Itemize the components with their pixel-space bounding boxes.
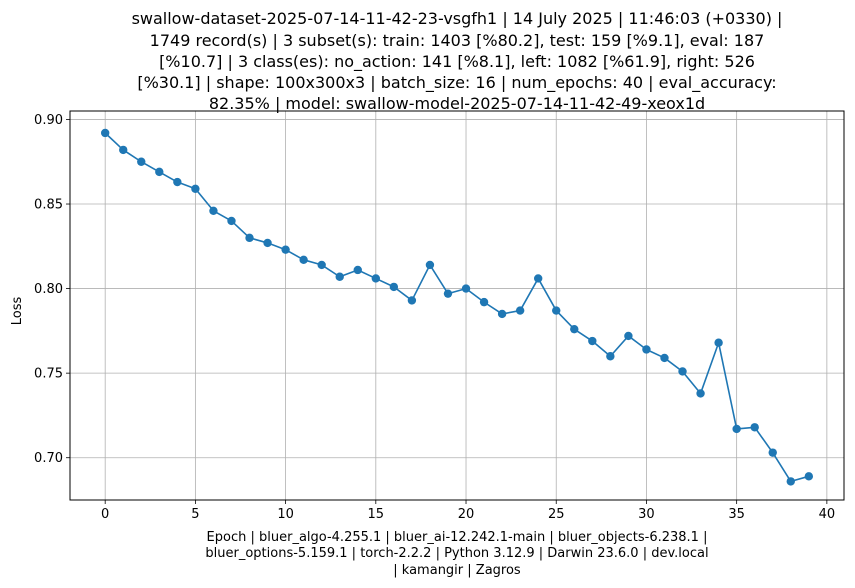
chart-title-line: 82.35% | model: swallow-model-2025-07-14…: [209, 94, 705, 113]
y-axis-ticks: 0.70 0.75 0.80 0.85 0.90: [34, 113, 70, 466]
loss-point: [173, 177, 182, 187]
loss-point: [353, 265, 362, 275]
chart-title-line: [%30.1] | shape: 100x300x3 | batch_size:…: [137, 73, 776, 93]
loss-point: [624, 331, 633, 341]
x-axis-label-line: bluer_options-5.159.1 | torch-2.2.2 | Py…: [205, 546, 708, 561]
loss-point: [804, 472, 814, 481]
chart-title: swallow-dataset-2025-07-14-11-42-23-vsgf…: [132, 9, 783, 113]
loss-point: [642, 345, 651, 354]
loss-point: [660, 353, 669, 363]
loss-point: [155, 167, 164, 177]
x-axis-label-line: Epoch | bluer_algo-4.255.1 | bluer_ai-12…: [207, 530, 708, 545]
x-axis-label: Epoch | bluer_algo-4.255.1 | bluer_ai-12…: [205, 530, 708, 578]
loss-series: [100, 128, 814, 486]
loss-point: [714, 338, 723, 347]
x-tick-label: 0: [101, 507, 109, 522]
loss-point: [696, 389, 705, 398]
loss-point: [497, 309, 507, 319]
chart-title-line: [%10.7] | 3 class(es): no_action: 141 [%…: [159, 52, 755, 72]
loss-point: [263, 238, 272, 248]
loss-point: [389, 282, 399, 292]
loss-point: [227, 216, 236, 226]
y-axis-label: Loss: [10, 297, 25, 326]
loss-line: [104, 132, 810, 483]
loss-point: [533, 274, 543, 283]
loss-point: [515, 306, 525, 315]
loss-point: [209, 206, 218, 215]
y-tick-label: 0.85: [34, 198, 63, 213]
loss-point: [425, 260, 435, 270]
loss-point: [191, 184, 200, 193]
x-tick-label: 40: [819, 507, 836, 522]
x-axis-ticks: 0 5 10 15 20 25 30 35 40: [101, 500, 835, 522]
loss-point: [245, 233, 254, 243]
loss-point: [768, 448, 777, 457]
loss-point: [281, 245, 290, 254]
loss-point: [100, 128, 110, 138]
loss-point: [335, 272, 344, 281]
loss-point: [606, 352, 615, 361]
loss-point: [786, 477, 795, 486]
plot-area-frame: [69, 110, 845, 501]
y-tick-label: 0.80: [34, 282, 63, 297]
y-tick-label: 0.75: [34, 367, 63, 382]
loss-point: [443, 289, 453, 298]
loss-point: [570, 324, 579, 334]
x-axis-label-line: | kamangir | Zagros: [393, 563, 521, 578]
loss-point: [137, 157, 146, 166]
grid-lines: [70, 111, 844, 500]
loss-point: [461, 284, 471, 293]
loss-point: [552, 306, 561, 315]
x-tick-label: 15: [368, 507, 385, 522]
x-tick-label: 20: [458, 507, 475, 522]
loss-point: [678, 367, 687, 376]
loss-point: [732, 424, 741, 434]
x-tick-label: 30: [638, 507, 655, 522]
loss-point: [588, 336, 597, 346]
x-tick-label: 5: [191, 507, 199, 522]
loss-point: [119, 145, 128, 155]
loss-point: [317, 260, 326, 270]
loss-point: [407, 296, 417, 305]
loss-point: [479, 297, 489, 307]
y-tick-label: 0.90: [34, 113, 63, 128]
loss-point: [299, 255, 308, 265]
x-tick-label: 35: [728, 507, 745, 522]
x-tick-label: 10: [277, 507, 294, 522]
chart-title-line: swallow-dataset-2025-07-14-11-42-23-vsgf…: [132, 9, 783, 28]
y-tick-label: 0.70: [34, 451, 63, 466]
loss-point: [371, 274, 381, 283]
chart-title-line: 1749 record(s) | 3 subset(s): train: 140…: [150, 31, 765, 50]
loss-point: [750, 423, 759, 432]
x-tick-label: 25: [548, 507, 565, 522]
